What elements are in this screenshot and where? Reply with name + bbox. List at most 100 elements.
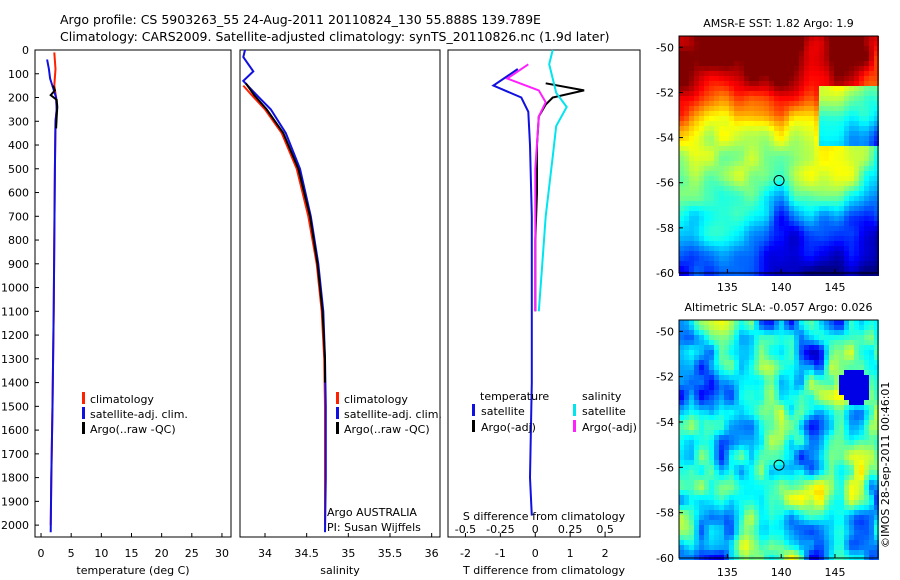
salinity-legend-label-1: satellite-adj. clim. [344, 408, 442, 421]
xtick-label-difference-2: 0 [532, 547, 539, 560]
xtick-label-difference-4: 2 [602, 547, 609, 560]
ytick-label-1000: 1000 [1, 282, 29, 295]
map-cells-sla_map [679, 320, 879, 560]
xtick-label-temperature-3: 15 [124, 547, 138, 560]
xtick-label-temperature-6: 30 [215, 547, 229, 560]
salinity-legend-label-2: Argo(..raw -QC) [344, 423, 430, 436]
map-xtick-label-sst_map-2: 145 [824, 281, 845, 294]
ytick-label-1600: 1600 [1, 424, 29, 437]
xtick-s-label-2: 0 [532, 523, 539, 536]
ytick-label-1900: 1900 [1, 495, 29, 508]
map-xtick-label-sla_map-1: 140 [771, 566, 792, 579]
map-xtick-label-sst_map-0: 135 [717, 281, 738, 294]
series-line-difference-3 [505, 63, 547, 312]
legend-sal-argo: Argo(-adj) [582, 421, 637, 434]
map-xtick-label-sla_map-2: 145 [824, 566, 845, 579]
ytick-label-1200: 1200 [1, 329, 29, 342]
ytick-label-200: 200 [8, 92, 29, 105]
argo-annotation-line1: Argo AUSTRALIA [327, 506, 417, 519]
legend-temp-argo: Argo(-adj) [481, 421, 536, 434]
salinity-legend-label-0: climatology [344, 393, 408, 406]
map-frame-sla_map [678, 319, 879, 559]
ytick-label-900: 900 [8, 258, 29, 271]
ytick-label-0: 0 [22, 44, 29, 57]
xlabel-top-difference: S difference from climatology [463, 510, 626, 523]
series-line-difference-0 [491, 68, 533, 516]
map-title-sla_map: Altimetric SLA: -0.057 Argo: 0.026 [685, 301, 873, 314]
map-ytick-label-sst_map-5: -60 [656, 267, 674, 280]
xtick-s-label-3: 0.25 [558, 523, 583, 536]
map-title-sst_map: AMSR-E SST: 1.82 Argo: 1.9 [703, 17, 854, 30]
series-line-salinity-1 [241, 49, 327, 533]
argo-annotation-line2: PI: Susan Wijffels [327, 521, 421, 534]
temperature-legend-label-2: Argo(..raw -QC) [90, 423, 176, 436]
map-ytick-label-sst_map-0: -50 [656, 41, 674, 54]
xtick-label-salinity-3: 35.5 [378, 547, 403, 560]
xtick-label-temperature-0: 0 [38, 547, 45, 560]
salinity-legend-swatch-1 [336, 407, 339, 419]
temperature-legend-swatch-2 [82, 422, 85, 434]
ytick-label-100: 100 [8, 68, 29, 81]
legend-temp-satellite: satellite [481, 405, 525, 418]
ytick-label-1800: 1800 [1, 472, 29, 485]
ytick-label-300: 300 [8, 115, 29, 128]
xtick-label-difference-1: -1 [495, 547, 506, 560]
ytick-label-500: 500 [8, 163, 29, 176]
legend-salinity-title: salinity [582, 390, 622, 403]
legend-swatch-temp-satellite [472, 404, 475, 416]
series-line-salinity-0 [242, 84, 326, 526]
salinity-legend-swatch-2 [336, 422, 339, 434]
xlabel-difference: T difference from climatology [462, 564, 625, 577]
legend-swatch-sal-satellite [573, 404, 576, 416]
figure-title-line1: Argo profile: CS 5903263_55 24-Aug-2011 … [60, 12, 541, 27]
ytick-label-1500: 1500 [1, 400, 29, 413]
map-ytick-label-sla_map-2: -54 [656, 416, 674, 429]
temperature-legend-label-0: climatology [90, 393, 154, 406]
plot-frame-temperature [34, 49, 232, 538]
xlabel-salinity: salinity [320, 564, 360, 577]
xtick-s-label-0: -0.5 [455, 523, 476, 536]
xtick-s-label-1: -0.25 [486, 523, 514, 536]
xtick-label-salinity-2: 35 [341, 547, 355, 560]
legend-swatch-sal-argo [573, 420, 576, 432]
map-ytick-label-sla_map-3: -56 [656, 461, 674, 474]
temperature-legend-swatch-1 [82, 407, 85, 419]
xtick-label-temperature-1: 5 [68, 547, 75, 560]
xtick-label-difference-0: -2 [460, 547, 471, 560]
xtick-s-label-4: 0.5 [596, 523, 614, 536]
ytick-label-700: 700 [8, 210, 29, 223]
xtick-label-difference-3: 1 [567, 547, 574, 560]
series-line-temperature-1 [46, 59, 58, 533]
map-ytick-label-sla_map-0: -50 [656, 325, 674, 338]
map-ytick-label-sst_map-1: -52 [656, 86, 674, 99]
map-xtick-label-sla_map-0: 135 [717, 566, 738, 579]
ytick-label-600: 600 [8, 187, 29, 200]
ytick-label-1400: 1400 [1, 377, 29, 390]
legend-sal-satellite: satellite [582, 405, 626, 418]
legend-swatch-temp-argo [472, 420, 475, 432]
series-line-difference-1 [534, 82, 585, 312]
plot-frame-difference [447, 49, 641, 538]
legend-temperature-title: temperature [480, 390, 549, 403]
map-ytick-label-sst_map-4: -58 [656, 222, 674, 235]
series-line-difference-2 [537, 49, 568, 312]
map-frame-sst_map [678, 35, 879, 274]
xtick-label-salinity-1: 34.5 [294, 547, 319, 560]
series-line-temperature-2 [49, 85, 59, 129]
argo-position-marker-sst_map [773, 174, 785, 186]
ytick-label-1700: 1700 [1, 448, 29, 461]
xtick-label-temperature-5: 25 [185, 547, 199, 560]
map-ytick-label-sla_map-5: -60 [656, 552, 674, 565]
temperature-legend-swatch-0 [82, 392, 85, 404]
ytick-label-400: 400 [8, 139, 29, 152]
map-ytick-label-sla_map-1: -52 [656, 371, 674, 384]
xtick-label-temperature-2: 10 [94, 547, 108, 560]
map-cells-sst_map [679, 36, 879, 276]
map-ytick-label-sst_map-2: -54 [656, 132, 674, 145]
salinity-legend-swatch-0 [336, 392, 339, 404]
plot-frame-salinity [239, 49, 441, 538]
map-ytick-label-sst_map-3: -56 [656, 177, 674, 190]
map-ytick-label-sla_map-4: -58 [656, 507, 674, 520]
xtick-label-salinity-4: 36 [425, 547, 439, 560]
